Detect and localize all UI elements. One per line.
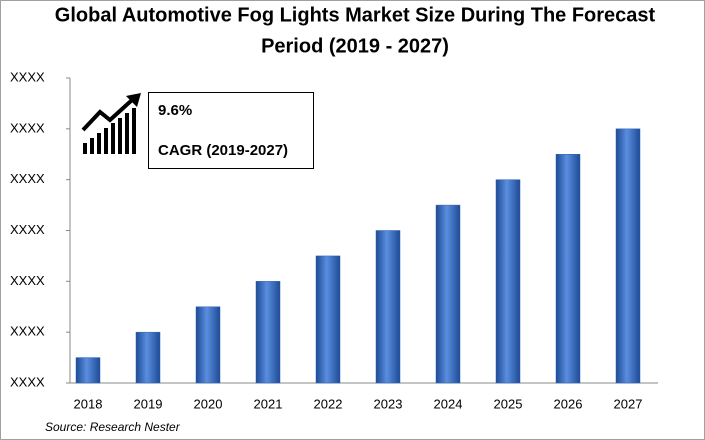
y-tick-label: XXXX xyxy=(10,69,45,84)
x-tick-label: 2020 xyxy=(194,396,223,411)
chart-title: Global Automotive Fog Lights Market Size… xyxy=(55,4,656,26)
y-tick-label: XXXX xyxy=(10,171,45,186)
x-tick-label: 2027 xyxy=(614,396,643,411)
annotation-box xyxy=(148,92,314,169)
chart-title: Period (2019 - 2027) xyxy=(261,35,449,57)
bar xyxy=(375,230,401,384)
y-tick-label: XXXX xyxy=(10,222,45,237)
bar xyxy=(555,154,581,384)
x-tick-label: 2023 xyxy=(374,396,403,411)
x-tick-label: 2021 xyxy=(254,396,283,411)
bar xyxy=(615,128,641,384)
x-tick-label: 2025 xyxy=(494,396,523,411)
bar xyxy=(315,255,341,384)
bar xyxy=(75,357,101,384)
x-tick-label: 2022 xyxy=(314,396,343,411)
x-tick-label: 2026 xyxy=(554,396,583,411)
x-tick-label: 2019 xyxy=(134,396,163,411)
annotation-value: 9.6% xyxy=(158,102,192,119)
bar xyxy=(195,306,221,384)
bar xyxy=(495,179,521,384)
bar xyxy=(435,204,461,384)
annotation-label: CAGR (2019-2027) xyxy=(158,142,288,159)
source: Source: Research Nester xyxy=(45,420,181,434)
y-tick-label: XXXX xyxy=(10,120,45,135)
bar xyxy=(135,331,161,384)
x-tick-label: 2024 xyxy=(434,396,463,411)
growth-icon xyxy=(81,93,141,154)
y-tick-label: XXXX xyxy=(10,374,45,389)
x-tick-label: 2018 xyxy=(74,396,103,411)
y-tick-label: XXXX xyxy=(10,273,45,288)
bar xyxy=(255,281,281,384)
y-tick-label: XXXX xyxy=(10,324,45,339)
